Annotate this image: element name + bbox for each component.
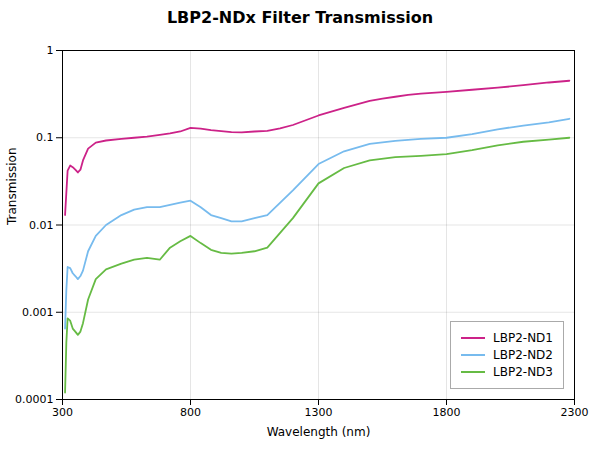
html-text:LBP2-NDx Filter Transmission: LBP2-NDx Filter Transmission [166, 8, 434, 27]
svg-text:0.01: 0.01 [29, 219, 54, 232]
html-text:LBP2-ND2: LBP2-ND2 [493, 348, 553, 362]
svg-text:Wavelength (nm): Wavelength (nm) [267, 425, 371, 439]
svg-text:0.1: 0.1 [36, 131, 54, 144]
svg-text:800: 800 [180, 406, 201, 419]
svg-text:1300: 1300 [305, 406, 333, 419]
html-text:LBP2-ND1: LBP2-ND1 [493, 331, 553, 345]
html-text:LBP2-ND3: LBP2-ND3 [493, 365, 553, 379]
svg-text:0.001: 0.001 [22, 306, 54, 319]
svg-text:1: 1 [47, 44, 54, 57]
svg-text:1800: 1800 [433, 406, 461, 419]
svg-text:2300: 2300 [561, 406, 589, 419]
svg-text:Transmission: Transmission [5, 147, 19, 226]
svg-text:0.0001: 0.0001 [15, 393, 54, 406]
svg-text:300: 300 [52, 406, 73, 419]
